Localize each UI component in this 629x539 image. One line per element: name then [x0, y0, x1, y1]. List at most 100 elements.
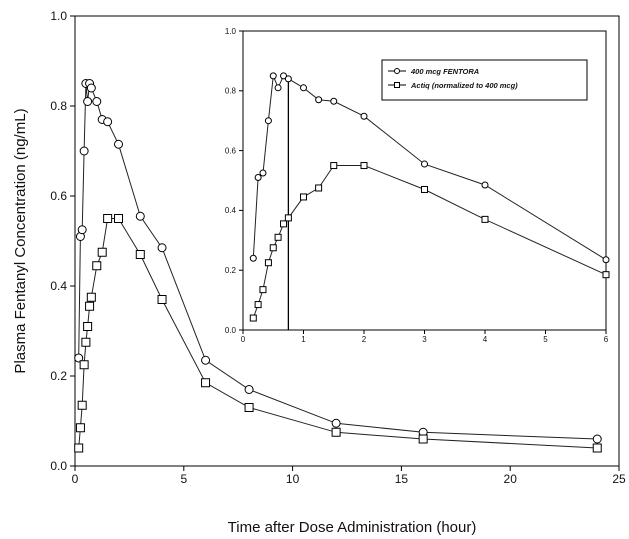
- main-series-1-point: [81, 337, 91, 347]
- main-y-tick-label: 0.6: [50, 189, 67, 203]
- inset-series-1-point: [254, 301, 262, 309]
- inset-x-tick-label: 2: [362, 335, 367, 344]
- main-x-tick-label: 5: [180, 472, 187, 486]
- main-series-1-line: [78, 218, 598, 449]
- inset-y-tick-label: 0.2: [225, 266, 237, 275]
- main-y-tick-label: 0.4: [50, 279, 67, 293]
- inset-series-1-point: [280, 220, 288, 228]
- main-series-0-point: [592, 434, 602, 444]
- main-series-0-point: [135, 211, 145, 221]
- main-series-0-point: [331, 418, 341, 428]
- inset-series-0-point: [254, 174, 262, 182]
- inset-x-tick-label: 0: [241, 335, 246, 344]
- inset-series-1-point: [269, 244, 277, 252]
- main-series-0-point: [114, 139, 124, 149]
- main-x-tick-label: 10: [286, 472, 300, 486]
- main-series-1-point: [79, 360, 89, 370]
- main-series-0-point: [157, 243, 167, 253]
- inset-series-1-point: [421, 185, 428, 193]
- main-series-1-point: [83, 322, 93, 331]
- inset-series-1-point: [602, 271, 610, 279]
- inset-series-0-point: [300, 84, 307, 92]
- inset-legend-swatch-marker: [394, 68, 400, 74]
- main-series-1-point: [75, 423, 85, 433]
- main-series-0-point: [86, 83, 96, 93]
- inset-series-1-point: [300, 193, 307, 201]
- inset-series-0-point: [264, 117, 272, 125]
- main-series-0-line: [78, 83, 598, 440]
- inset-x-tick-label: 4: [483, 335, 488, 344]
- inset-y-tick-label: 0.6: [225, 146, 237, 155]
- inset-series-0-point: [315, 96, 323, 104]
- inset-x-tick-label: 5: [543, 335, 548, 344]
- main-series-1-point: [85, 301, 95, 311]
- inset-series-0-point: [284, 75, 292, 83]
- main-x-tick-label: 0: [72, 472, 79, 486]
- inset-series-0-line: [252, 75, 607, 261]
- inset-series-0-point: [280, 72, 288, 80]
- inset-x-tick-label: 3: [422, 335, 427, 344]
- main-series-1-point: [331, 427, 341, 437]
- main-series-1-point: [114, 214, 124, 223]
- inset-series-1-point: [284, 214, 292, 222]
- inset-series-0-point: [360, 112, 368, 120]
- inset-series-1-point: [360, 162, 368, 170]
- main-series-0-point: [77, 225, 87, 235]
- inset-x-tick-label: 1: [301, 335, 306, 344]
- inset-legend-box: [381, 59, 588, 101]
- inset-series-0-point: [481, 181, 489, 189]
- main-series-0-point: [92, 97, 102, 106]
- main-x-tick-label: 15: [395, 472, 409, 486]
- main-y-axis-title: Plasma Fentanyl Concentration (ng/mL): [12, 108, 29, 373]
- inset-series-0-point: [249, 254, 257, 262]
- inset-x-tick-label: 6: [604, 335, 609, 344]
- main-series-1-point: [97, 247, 107, 257]
- main-series-0-point: [74, 353, 84, 363]
- main-series-1-point: [77, 400, 87, 410]
- inset-series-1-line: [252, 165, 607, 319]
- main-series-0-point: [201, 355, 211, 365]
- main-series-0-point: [79, 146, 89, 156]
- inset-series-0-point: [274, 84, 282, 92]
- inset-legend-swatch-marker: [394, 82, 400, 88]
- main-frame: [74, 15, 620, 467]
- inset-series-1-point: [330, 162, 338, 170]
- inset-series-0-point: [421, 160, 428, 168]
- inset-series-1-point: [249, 314, 257, 322]
- inset-y-tick-label: 0.4: [225, 206, 237, 215]
- inset-series-0-point: [602, 256, 610, 264]
- main-y-tick-label: 0.8: [50, 99, 67, 113]
- main-series-0-point: [244, 385, 254, 394]
- inset-legend-label: Actiq (normalized to 400 mcg): [410, 81, 518, 90]
- main-y-tick-label: 1.0: [50, 9, 67, 23]
- main-series-1-point: [86, 292, 96, 302]
- inset-series-0-point: [330, 97, 338, 105]
- inset-y-tick-label: 0.8: [225, 87, 237, 96]
- main-series-1-point: [103, 214, 113, 223]
- main-series-1-point: [74, 443, 84, 453]
- inset-series-1-point: [264, 259, 272, 267]
- main-series-1-point: [157, 295, 167, 304]
- inset-y-tick-label: 0.0: [225, 326, 237, 335]
- main-y-tick-label: 0.0: [50, 459, 67, 473]
- main-series-1-point: [201, 378, 211, 388]
- inset-series-1-point: [274, 233, 282, 241]
- main-series-1-point: [92, 261, 102, 271]
- main-x-axis-title: Time after Dose Administration (hour): [228, 519, 477, 536]
- main-series-1-point: [418, 434, 428, 444]
- main-series-1-point: [135, 250, 145, 259]
- inset-series-0-point: [259, 169, 267, 177]
- inset-series-0-point: [269, 72, 277, 80]
- main-x-tick-label: 20: [504, 472, 518, 486]
- inset-chart: 0 1 2 3 4 5 6 0.0 0.2 0.4 0.6 0.8 1.0 400 mcg FENTORA…: [225, 27, 610, 344]
- inset-series-1-point: [259, 286, 267, 294]
- inset-y-tick-label: 1.0: [225, 27, 237, 36]
- inset-series-1-point: [315, 184, 323, 192]
- main-series-0-point: [103, 117, 113, 127]
- main-y-tick-label: 0.2: [50, 369, 67, 383]
- inset-legend-label: 400 mcg FENTORA: [410, 67, 479, 76]
- main-x-tick-label: 25: [612, 472, 626, 486]
- inset-series-1-point: [481, 215, 489, 223]
